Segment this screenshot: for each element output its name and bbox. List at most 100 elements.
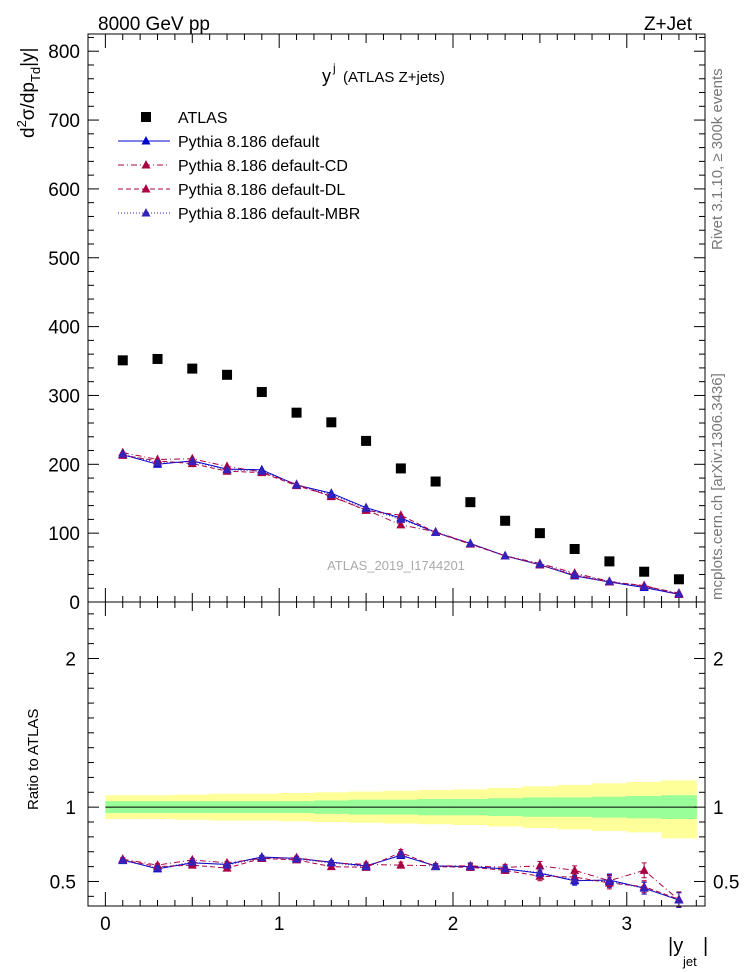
main-title: y j (ATLAS Z+jets) (322, 61, 445, 86)
ratio-series-point (257, 852, 267, 862)
atlas-point (500, 515, 511, 526)
atlas-point (291, 407, 302, 418)
series-point (465, 538, 475, 547)
series-point (326, 489, 336, 499)
ratio-series-point (535, 867, 545, 877)
ratio-series-point (639, 883, 649, 892)
ratio-y-tick-label: 0.5 (50, 872, 76, 893)
ratio-series-point (570, 874, 580, 884)
legend-marker (141, 160, 151, 169)
series-point (396, 514, 406, 523)
ratio-series-pythia-8-186-default-mbr (118, 849, 684, 908)
series-point (431, 527, 441, 536)
main-y-tick-label: 400 (48, 318, 80, 339)
legend-label: Pythia 8.186 default-MBR (178, 206, 360, 223)
watermark-label: ATLAS_2019_I1744201 (327, 558, 465, 573)
series-point (257, 466, 267, 475)
atlas-point (639, 566, 650, 577)
series-point (604, 576, 614, 585)
x-axis-label: |y jet | (668, 935, 708, 969)
legend-entry: Pythia 8.186 default-MBR (118, 206, 360, 223)
main-y-tick-label: 200 (48, 455, 80, 476)
main-y-tick-label: 100 (48, 524, 80, 545)
main-y-tick-label: 300 (48, 386, 80, 407)
ratio-y-axis-label: Ratio to ATLAS (25, 709, 42, 810)
legend-marker (141, 208, 151, 217)
svg-text:y: y (322, 66, 331, 86)
series-point (500, 550, 510, 560)
main-title-superscript: j (332, 61, 336, 75)
series-point (292, 479, 302, 489)
ratio-frame (87, 601, 706, 907)
ratio-panel: 0.5 0.5 1 1 2 2 0 1 2 3 Ratio to ATLAS |y jet | (25, 601, 739, 969)
ratio-series-point (326, 857, 336, 867)
ratio-series-point (570, 865, 580, 874)
ratio-series-point (396, 849, 406, 859)
atlas-point (604, 556, 615, 567)
x-tick-label: 0 (100, 914, 111, 935)
legend-entry: Pythia 8.186 default (118, 134, 320, 151)
ratio-y-tick-label: 1 (65, 798, 76, 819)
ratio-y-tick-label: 2 (65, 649, 76, 670)
header-process-label: Z+Jet (644, 14, 693, 35)
ratio-series-point (431, 861, 441, 871)
ratio-series-point (153, 863, 163, 872)
ratio-y-tick-label-right: 0.5 (713, 872, 739, 893)
ratio-series-point (292, 854, 302, 863)
legend-marker (141, 136, 151, 145)
ratio-series-point (639, 865, 649, 874)
ratio-series-pythia-8-186-default (118, 850, 684, 908)
atlas-point (256, 387, 267, 398)
series-point (222, 464, 232, 474)
legend-label: ATLAS (178, 110, 228, 127)
atlas-point (534, 528, 545, 539)
ratio-series-line (122, 857, 680, 901)
ratio-series-point (118, 855, 128, 865)
atlas-point (152, 353, 163, 364)
atlas-point (222, 369, 233, 380)
svg-text:(ATLAS Z+jets): (ATLAS Z+jets) (343, 69, 445, 86)
main-title-symbol: y (322, 66, 331, 86)
mcplots-source-label: mcplots.cern.ch [arXiv:1306.3436] (709, 373, 726, 600)
series-point (187, 456, 197, 466)
ratio-series-point (396, 860, 406, 869)
ratio-series-point (361, 861, 371, 871)
ratio-series-point (674, 895, 684, 904)
ratio-series-point (500, 863, 510, 873)
series-atlas (117, 353, 684, 585)
main-y-axis-label: d2σ/dpTd|y| (14, 48, 43, 139)
svg-text:|: | (703, 935, 708, 957)
ratio-y-tick-label-right: 1 (713, 798, 724, 819)
svg-text:d2σ/dpTd|y|: d2σ/dpTd|y| (14, 48, 43, 139)
main-y-tick-label: 800 (48, 42, 80, 63)
main-y-tick-label: 500 (48, 249, 80, 270)
header-collision-label: 8000 GeV pp (98, 14, 210, 35)
main-y-tick-label: 700 (48, 111, 80, 132)
main-title-rest: (ATLAS Z+jets) (343, 69, 445, 86)
main-panel: ATLAS_2019_I1744201 y j (ATLAS Z+jets) d… (14, 33, 706, 614)
ratio-y-tick-label-right: 2 (713, 649, 724, 670)
legend-entry: ATLAS (141, 110, 228, 127)
series-point (570, 569, 580, 578)
ratio-series-point (222, 860, 232, 869)
atlas-point (673, 574, 684, 585)
series-pythia-8-186-default-mbr (118, 448, 684, 598)
svg-text:|y: |y (668, 935, 683, 957)
series-point (153, 457, 163, 467)
svg-text:jet: jet (682, 954, 697, 969)
series-line (122, 454, 680, 595)
ratio-series-line (122, 851, 680, 900)
atlas-point (187, 363, 198, 374)
legend-marker (141, 184, 151, 193)
main-y-tick-label: 0 (69, 593, 80, 614)
ratio-series-point (535, 860, 545, 870)
series-point (535, 559, 545, 568)
series-point (639, 581, 649, 591)
series-point (396, 519, 406, 529)
atlas-point (465, 497, 476, 508)
legend-label: Pythia 8.186 default-DL (178, 182, 345, 199)
ratio-series-point (465, 861, 475, 871)
ratio-series-point (187, 857, 197, 866)
atlas-point (117, 355, 128, 366)
